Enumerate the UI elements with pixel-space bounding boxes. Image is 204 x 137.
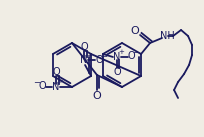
Text: N: N [52, 82, 60, 92]
Text: O: O [38, 81, 46, 91]
Text: O: O [93, 91, 101, 101]
Text: O: O [52, 67, 60, 77]
Text: −: − [33, 79, 41, 88]
Text: O: O [131, 26, 139, 36]
Text: O: O [80, 42, 88, 52]
Text: O: O [127, 51, 135, 61]
Text: NH: NH [160, 31, 174, 41]
Text: O: O [113, 67, 121, 77]
Text: −: − [101, 52, 108, 62]
Text: N: N [80, 55, 88, 65]
Text: N: N [113, 52, 121, 62]
Text: +: + [57, 78, 63, 84]
Text: O: O [95, 55, 103, 65]
Text: +: + [86, 53, 92, 59]
Text: +: + [118, 49, 124, 55]
Text: −: − [132, 48, 140, 58]
